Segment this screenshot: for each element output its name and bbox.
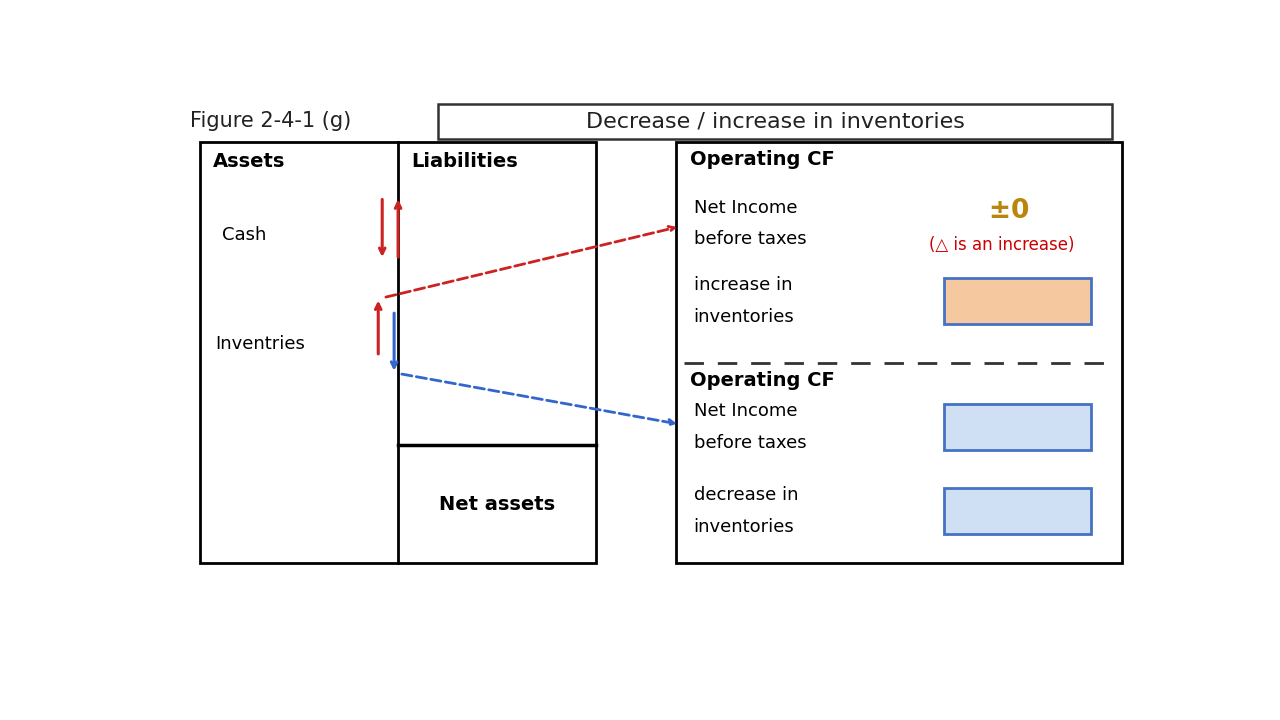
- Text: −: −: [1006, 287, 1029, 315]
- Text: increase in: increase in: [694, 276, 792, 294]
- Text: Operating CF: Operating CF: [690, 150, 835, 169]
- Bar: [438, 104, 1112, 139]
- Text: 0: 0: [1011, 199, 1029, 225]
- Text: inventories: inventories: [694, 308, 795, 326]
- Text: +: +: [1006, 497, 1029, 525]
- Text: ±: ±: [988, 199, 1011, 225]
- Text: Inventries: Inventries: [215, 335, 306, 353]
- Bar: [200, 142, 596, 563]
- Text: Operating CF: Operating CF: [690, 372, 835, 390]
- Text: Liabilities: Liabilities: [411, 152, 517, 171]
- Text: (△ is an increase): (△ is an increase): [929, 236, 1074, 254]
- Text: Decrease / increase in inventories: Decrease / increase in inventories: [586, 112, 964, 132]
- Text: inventories: inventories: [694, 518, 795, 536]
- Text: Cash: Cash: [221, 225, 266, 243]
- Bar: [943, 488, 1091, 534]
- Text: Figure 2-4-1 (g): Figure 2-4-1 (g): [189, 112, 351, 131]
- Text: before taxes: before taxes: [694, 230, 806, 248]
- Text: Net Income: Net Income: [694, 199, 797, 217]
- Text: Net Income: Net Income: [694, 402, 797, 420]
- Text: decrease in: decrease in: [694, 486, 799, 504]
- Text: Assets: Assets: [212, 152, 285, 171]
- Text: Net assets: Net assets: [439, 495, 556, 513]
- Bar: [943, 405, 1091, 450]
- Text: −: −: [1006, 413, 1029, 441]
- Text: before taxes: before taxes: [694, 433, 806, 451]
- Bar: [943, 279, 1091, 324]
- Bar: [676, 142, 1123, 563]
